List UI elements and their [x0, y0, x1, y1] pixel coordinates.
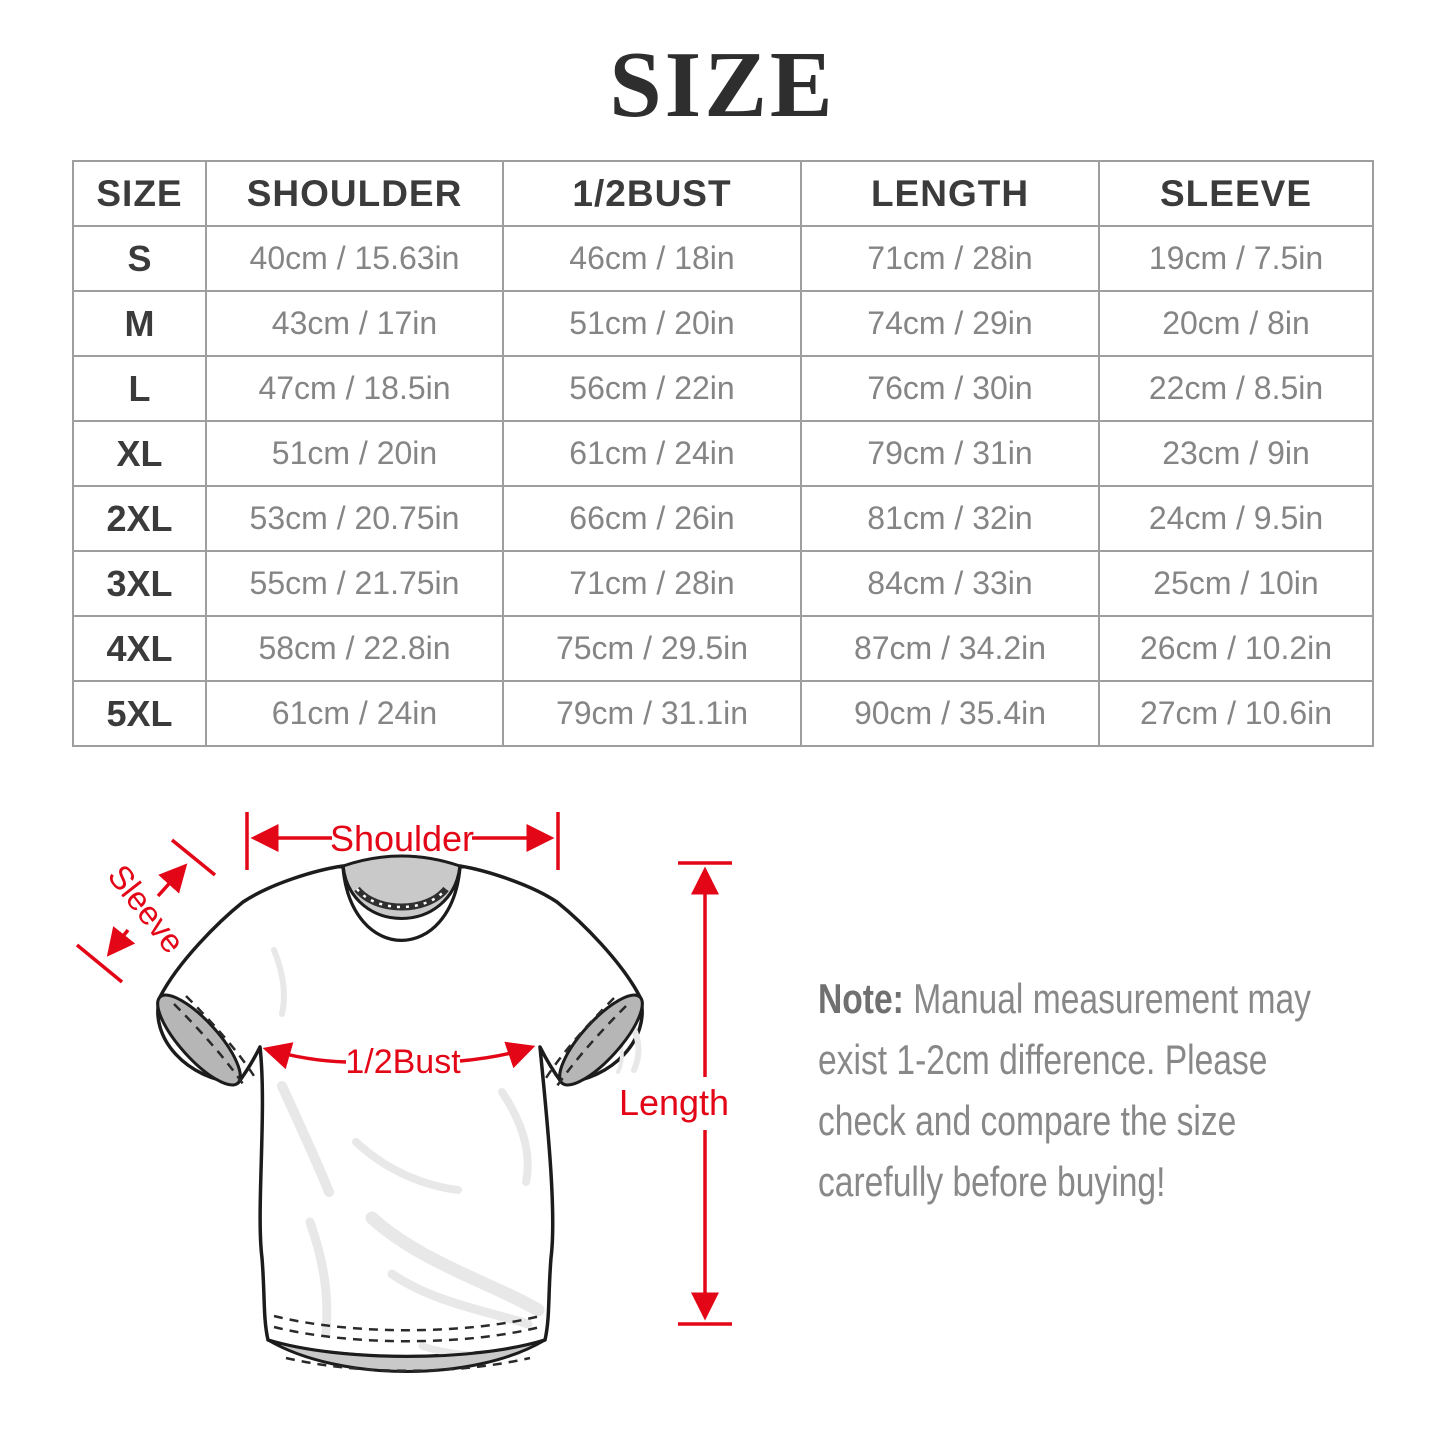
note-text: Note: Manual measurement may exist 1-2cm…	[818, 968, 1342, 1212]
shoulder-value: 40cm / 15.63in	[205, 225, 504, 292]
length-value: 87cm / 34.2in	[800, 615, 1100, 682]
col-header-bust: 1/2BUST	[502, 160, 802, 227]
note-prefix: Note:	[818, 975, 904, 1022]
length-value: 90cm / 35.4in	[800, 680, 1100, 747]
sleeve-value: 23cm / 9in	[1098, 420, 1374, 487]
shoulder-value: 53cm / 20.75in	[205, 485, 504, 552]
shoulder-measure: Shoulder	[245, 812, 560, 870]
col-header-size: SIZE	[72, 160, 207, 227]
bust-value: 61cm / 24in	[502, 420, 802, 487]
bust-measure: 1/2Bust	[262, 1041, 536, 1081]
col-header-sleeve: SLEEVE	[1098, 160, 1374, 227]
hem-band	[266, 1338, 547, 1373]
sleeve-value: 25cm / 10in	[1098, 550, 1374, 617]
size-table-container: SIZE SHOULDER 1/2BUST LENGTH SLEEVE S 40…	[72, 160, 1374, 747]
page-title: SIZE	[609, 33, 836, 137]
sleeve-value: 26cm / 10.2in	[1098, 615, 1374, 682]
sleeve-value: 22cm / 8.5in	[1098, 355, 1374, 422]
length-measure: Length	[619, 861, 732, 1326]
table-row-2xl: 2XL 53cm / 20.75in 66cm / 26in 81cm / 32…	[72, 485, 1374, 552]
shoulder-label: Shoulder	[330, 818, 474, 859]
bust-value: 71cm / 28in	[502, 550, 802, 617]
table-header-row: SIZE SHOULDER 1/2BUST LENGTH SLEEVE	[72, 160, 1374, 227]
shoulder-value: 51cm / 20in	[205, 420, 504, 487]
size-label: 5XL	[72, 680, 207, 747]
table-row-m: M 43cm / 17in 51cm / 20in 74cm / 29in 20…	[72, 290, 1374, 357]
size-label: 4XL	[72, 615, 207, 682]
size-label: L	[72, 355, 207, 422]
hem-stitches	[273, 1314, 541, 1372]
table-row-s: S 40cm / 15.63in 46cm / 18in 71cm / 28in…	[72, 225, 1374, 292]
cuff-stitches	[173, 995, 627, 1087]
length-value: 79cm / 31in	[800, 420, 1100, 487]
shoulder-value: 58cm / 22.8in	[205, 615, 504, 682]
bust-value: 66cm / 26in	[502, 485, 802, 552]
size-label: 3XL	[72, 550, 207, 617]
length-value: 84cm / 33in	[800, 550, 1100, 617]
bust-value: 75cm / 29.5in	[502, 615, 802, 682]
sleeve-value: 27cm / 10.6in	[1098, 680, 1374, 747]
length-value: 76cm / 30in	[800, 355, 1100, 422]
bust-value: 56cm / 22in	[502, 355, 802, 422]
length-value: 74cm / 29in	[800, 290, 1100, 357]
note-body: Manual measurement may exist 1-2cm diffe…	[818, 975, 1311, 1205]
length-label: Length	[619, 1082, 729, 1123]
table-row-3xl: 3XL 55cm / 21.75in 71cm / 28in 84cm / 33…	[72, 550, 1374, 617]
table-row-5xl: 5XL 61cm / 24in 79cm / 31.1in 90cm / 35.…	[72, 680, 1374, 747]
sleeve-value: 20cm / 8in	[1098, 290, 1374, 357]
size-label: XL	[72, 420, 207, 487]
sleeve-value: 19cm / 7.5in	[1098, 225, 1374, 292]
shoulder-value: 47cm / 18.5in	[205, 355, 504, 422]
length-value: 81cm / 32in	[800, 485, 1100, 552]
shoulder-value: 61cm / 24in	[205, 680, 504, 747]
tshirt-diagram: Shoulder Sleeve 1/2Bust Length	[75, 812, 732, 1373]
table-row-xl: XL 51cm / 20in 61cm / 24in 79cm / 31in 2…	[72, 420, 1374, 487]
shoulder-value: 55cm / 21.75in	[205, 550, 504, 617]
length-value: 71cm / 28in	[800, 225, 1100, 292]
size-table: SIZE SHOULDER 1/2BUST LENGTH SLEEVE S 40…	[72, 160, 1374, 747]
size-label: M	[72, 290, 207, 357]
left-cuff	[156, 993, 242, 1087]
collar-stitch-dots	[356, 888, 447, 909]
size-label: 2XL	[72, 485, 207, 552]
shoulder-value: 43cm / 17in	[205, 290, 504, 357]
collar-band	[341, 865, 462, 942]
bust-value: 51cm / 20in	[502, 290, 802, 357]
col-header-shoulder: SHOULDER	[205, 160, 504, 227]
sleeve-value: 24cm / 9.5in	[1098, 485, 1374, 552]
table-row-4xl: 4XL 58cm / 22.8in 75cm / 29.5in 87cm / 3…	[72, 615, 1374, 682]
table-row-l: L 47cm / 18.5in 56cm / 22in 76cm / 30in …	[72, 355, 1374, 422]
size-label: S	[72, 225, 207, 292]
bust-value: 46cm / 18in	[502, 225, 802, 292]
bust-label: 1/2Bust	[345, 1043, 461, 1081]
bust-value: 79cm / 31.1in	[502, 680, 802, 747]
col-header-length: LENGTH	[800, 160, 1100, 227]
